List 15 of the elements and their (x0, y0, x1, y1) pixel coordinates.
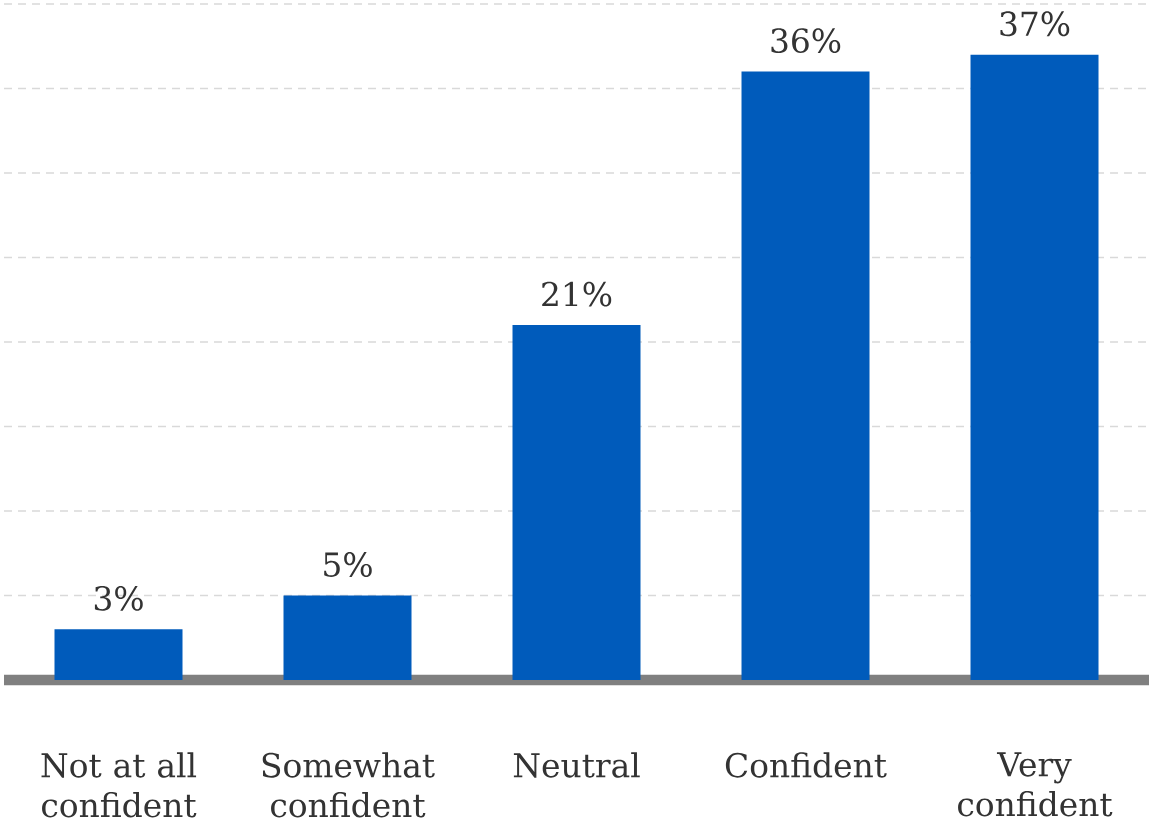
data-label: 3% (94, 585, 143, 611)
x-tick-label: Confident (725, 752, 887, 778)
x-tick-label: Very confident (958, 752, 1113, 817)
x-tick-label: Not at all confident (41, 752, 197, 818)
bar (970, 54, 1099, 680)
x-tick-label: Somewhat confident (262, 752, 435, 818)
data-label: 21% (542, 281, 612, 307)
data-label: 5% (324, 552, 372, 577)
data-label: 37% (1000, 11, 1070, 37)
bar (283, 595, 412, 680)
bar (512, 325, 641, 680)
x-tick-label: Neutral (513, 752, 640, 778)
data-label: 36% (771, 28, 841, 54)
bar (54, 629, 183, 680)
bar (741, 71, 870, 680)
